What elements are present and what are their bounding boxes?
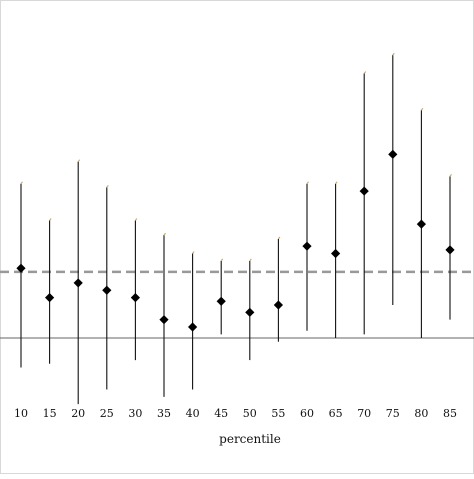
error-bar-cap-80: [420, 107, 424, 111]
x-tick-label-50: 50: [243, 407, 257, 420]
point-10: [16, 263, 26, 273]
error-bar-cap-75: [392, 52, 395, 56]
x-tick-label-35: 35: [157, 407, 171, 420]
point-55: [273, 300, 283, 310]
x-tick-label-60: 60: [300, 407, 314, 420]
error-bar-cap-70: [363, 71, 367, 74]
error-bar-cap-40: [192, 251, 195, 254]
error-bar-cap-25: [106, 185, 109, 188]
error-bar-cap-50: [249, 258, 252, 262]
error-bar-cap-30: [134, 218, 138, 221]
error-bar-cap-55: [277, 236, 281, 240]
x-tick-label-65: 65: [329, 407, 343, 420]
point-15: [45, 293, 55, 303]
point-80: [416, 219, 426, 229]
reference-lines: [0, 270, 474, 339]
x-tick-label-85: 85: [443, 407, 457, 420]
error-bar-cap-65: [335, 181, 338, 185]
x-tick-label-40: 40: [186, 407, 200, 420]
point-40: [188, 322, 198, 332]
point-50: [245, 307, 255, 317]
point-20: [73, 278, 83, 288]
point-60: [302, 241, 312, 251]
point-85: [445, 245, 455, 255]
error-bar-cap-10: [20, 181, 23, 185]
x-tick-label-55: 55: [271, 407, 285, 420]
x-tick-label-45: 45: [214, 407, 228, 420]
x-tick-label-70: 70: [357, 407, 371, 420]
x-tick-labels: 10 15 20 25 30 35 40 45 50 55 60 65 70 75 80 85: [14, 407, 457, 420]
point-65: [331, 248, 341, 259]
error-bar-cap-35: [163, 232, 166, 236]
point-45: [216, 296, 226, 306]
error-bar-cap-85: [449, 174, 452, 177]
x-axis-label: percentile: [219, 432, 281, 446]
x-tick-label-10: 10: [14, 407, 28, 420]
point-25: [102, 285, 112, 295]
point-30: [130, 293, 140, 303]
error-bar-cap-20: [77, 159, 81, 163]
error-bars: [20, 52, 452, 405]
x-tick-label-25: 25: [100, 407, 114, 420]
point-75: [388, 149, 398, 159]
x-tick-label-75: 75: [386, 407, 400, 420]
error-bar-cap-45: [220, 258, 224, 262]
x-tick-label-20: 20: [71, 407, 85, 420]
point-35: [159, 315, 169, 325]
point-markers: [16, 149, 455, 332]
error-bar-cap-60: [306, 181, 309, 185]
x-tick-label-15: 15: [43, 407, 57, 420]
x-tick-label-80: 80: [414, 407, 428, 420]
error-bar-cap-15: [49, 218, 52, 221]
point-70: [359, 186, 369, 196]
x-tick-label-30: 30: [128, 407, 142, 420]
